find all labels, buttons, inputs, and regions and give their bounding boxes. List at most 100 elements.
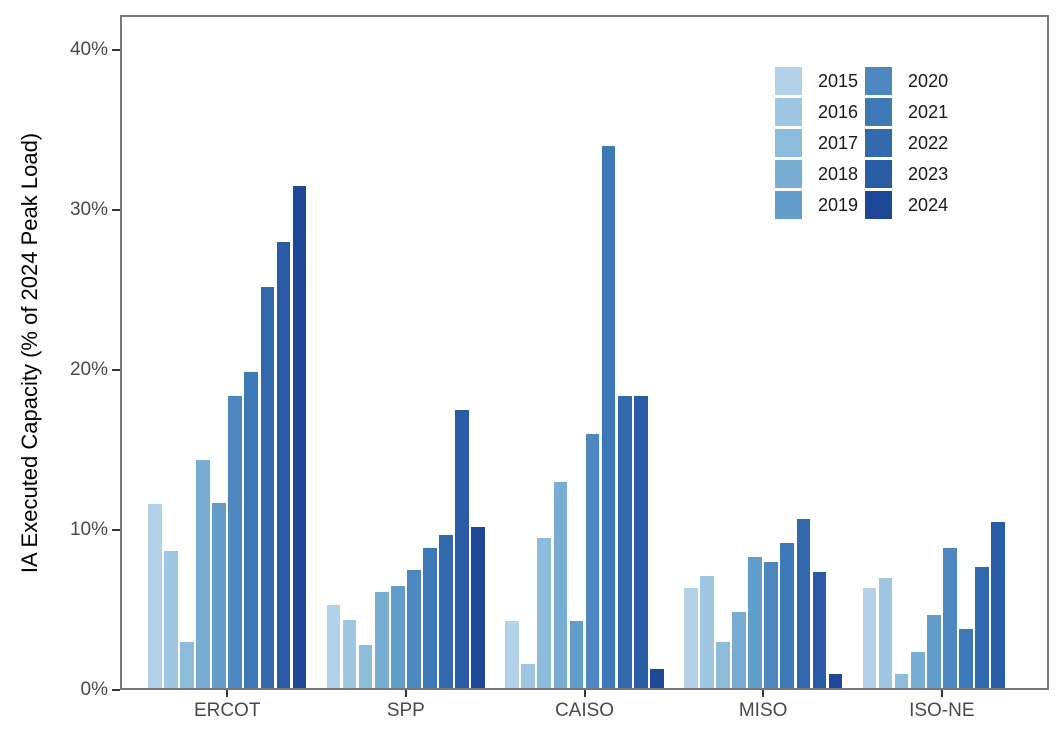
- y-tick-label: 40%: [69, 39, 108, 61]
- bar-miso-2018: [732, 611, 746, 690]
- legend-year-label: 2020: [908, 70, 949, 91]
- bar-spp-2021: [423, 547, 437, 690]
- legend-item-2017: 2017: [775, 129, 858, 157]
- bar-spp-2016: [342, 619, 357, 690]
- bar-miso-2024: [828, 674, 843, 690]
- bar-ercot-2021: [244, 371, 259, 690]
- y-tick-label: 30%: [69, 199, 108, 221]
- bar-miso-2019: [748, 557, 762, 690]
- legend-year-label: 2021: [908, 101, 949, 122]
- y-tick-mark: [112, 369, 120, 372]
- bar-spp-2017: [358, 645, 373, 690]
- legend-year-label: 2023: [908, 163, 949, 184]
- x-category-label: SPP: [386, 700, 425, 721]
- y-tick-mark: [112, 209, 120, 212]
- bar-caiso-2022: [617, 395, 632, 690]
- bar-ercot-2018: [196, 459, 210, 690]
- bar-caiso-2023: [633, 395, 648, 690]
- bar-caiso-2016: [521, 664, 536, 690]
- bar-miso-2017: [716, 642, 730, 690]
- bar-ercot-2022: [260, 286, 275, 690]
- legend-swatch-2024: [865, 191, 893, 219]
- y-tick-label: 0%: [80, 679, 108, 700]
- x-tick-mark: [583, 690, 586, 697]
- legend-year-label: 2015: [818, 70, 859, 91]
- y-tick-mark: [112, 529, 120, 532]
- bar-caiso-2017: [537, 538, 552, 690]
- bar-spp-2019: [390, 586, 405, 690]
- legend-swatch-2022: [865, 129, 893, 157]
- bar-isone-2015: [862, 587, 877, 690]
- legend-swatch-2023: [865, 160, 893, 188]
- bar-isone-2022: [975, 566, 989, 690]
- bar-caiso-2019: [569, 621, 584, 690]
- bar-isone-2019: [926, 614, 941, 690]
- legend-swatch-2018: [775, 160, 802, 188]
- legend-item-2023: 2023: [865, 160, 948, 188]
- bar-spp-2015: [326, 605, 341, 690]
- legend-item-2022: 2022: [865, 129, 948, 157]
- x-tick-mark: [404, 690, 407, 697]
- bar-miso-2022: [796, 518, 811, 690]
- bar-caiso-2015: [505, 621, 519, 690]
- bar-ercot-2023: [276, 242, 291, 690]
- legend-year-label: 2024: [908, 194, 949, 215]
- legend-item-2024: 2024: [865, 191, 948, 219]
- legend-item-2019: 2019: [775, 191, 858, 219]
- legend-swatch-2015: [775, 67, 802, 95]
- bar-isone-2016: [878, 578, 893, 690]
- y-tick-mark: [112, 689, 120, 691]
- legend-year-label: 2016: [818, 101, 859, 122]
- bar-ercot-2017: [180, 642, 194, 690]
- bar-caiso-2024: [650, 669, 664, 690]
- legend-year-label: 2018: [818, 163, 859, 184]
- bar-isone-2023: [991, 522, 1005, 690]
- bar-spp-2018: [374, 592, 389, 690]
- legend-item-2021: 2021: [865, 98, 948, 126]
- y-tick-label: 20%: [69, 359, 108, 381]
- bar-spp-2020: [407, 570, 421, 690]
- legend-year-label: 2022: [908, 132, 949, 153]
- bar-spp-2022: [439, 534, 453, 690]
- bar-isone-2021: [959, 629, 973, 690]
- legend-item-2016: 2016: [775, 98, 858, 126]
- bar-ercot-2016: [164, 550, 178, 690]
- bar-miso-2020: [764, 562, 779, 690]
- x-category-label: MISO: [738, 700, 788, 721]
- legend-swatch-2019: [775, 191, 802, 219]
- x-category-label: CAISO: [554, 700, 615, 721]
- legend-swatch-2020: [865, 67, 893, 95]
- legend-swatch-2017: [775, 129, 802, 157]
- bar-miso-2015: [683, 587, 698, 690]
- bar-spp-2023: [455, 410, 469, 690]
- bar-ercot-2024: [292, 186, 307, 690]
- legend-year-label: 2019: [818, 194, 859, 215]
- y-tick-mark: [112, 49, 120, 52]
- bar-ercot-2020: [228, 395, 243, 690]
- bar-caiso-2020: [585, 434, 600, 690]
- legend-swatch-2021: [865, 98, 893, 126]
- x-category-label: ERCOT: [193, 700, 261, 721]
- x-tick-mark: [940, 690, 943, 697]
- legend-year-label: 2017: [818, 132, 859, 153]
- x-tick-mark: [762, 690, 765, 697]
- legend-item-2020: 2020: [865, 67, 948, 95]
- legend: 2015 2016 2017 2018 2019 2020 2021 2022 2023 2024: [775, 67, 948, 219]
- x-category-label: ISO-NE: [909, 700, 975, 721]
- y-tick-label: 10%: [69, 519, 108, 541]
- legend-swatch-2016: [775, 98, 802, 126]
- bar-caiso-2018: [553, 482, 568, 690]
- bar-miso-2023: [812, 571, 827, 690]
- bar-spp-2024: [471, 526, 486, 690]
- bar-miso-2016: [700, 576, 714, 690]
- bar-caiso-2021: [601, 146, 616, 690]
- bar-ercot-2019: [212, 502, 226, 690]
- bar-miso-2021: [780, 542, 795, 690]
- bar-isone-2018: [910, 651, 925, 690]
- bar-isone-2017: [894, 674, 909, 690]
- legend-item-2015: 2015: [775, 67, 858, 95]
- x-tick-mark: [226, 690, 229, 697]
- bar-ercot-2015: [147, 504, 162, 690]
- legend-item-2018: 2018: [775, 160, 858, 188]
